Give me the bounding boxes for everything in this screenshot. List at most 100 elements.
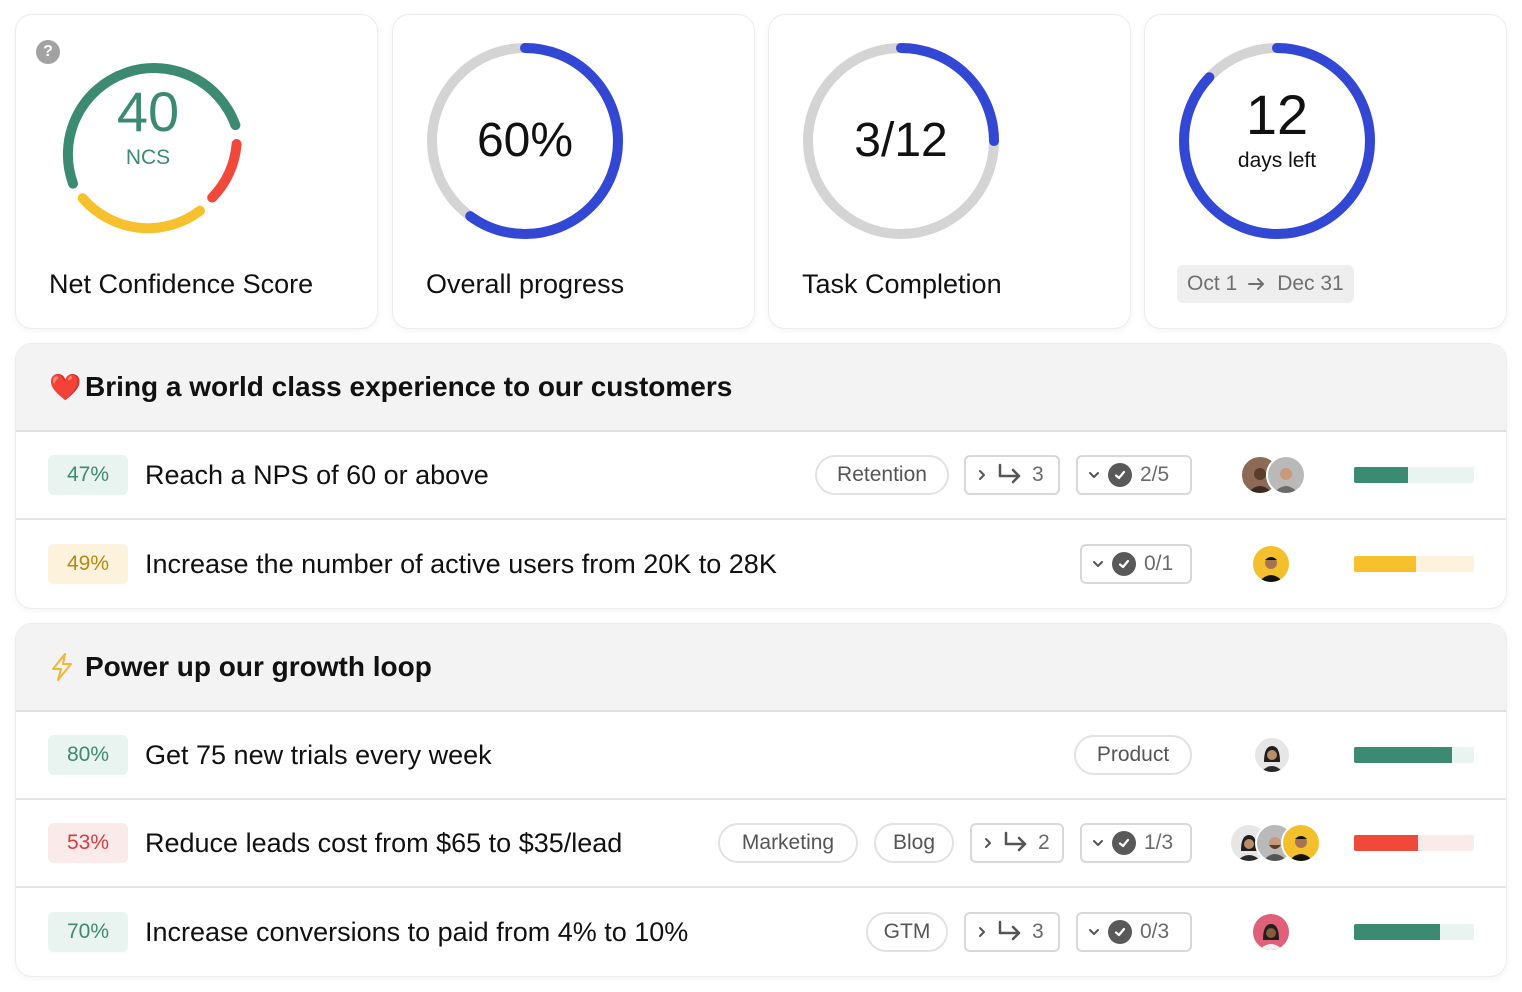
objective-group: Power up our growth loop 80% Get 75 new … [16, 624, 1506, 976]
progress-bar [1354, 467, 1474, 483]
chevron-down-icon [1089, 929, 1099, 935]
progress-fill [1354, 556, 1417, 572]
sub-items-toggle[interactable]: 3 [964, 455, 1060, 495]
sub-items-toggle[interactable]: 2 [970, 823, 1064, 863]
tag-chip[interactable]: GTM [866, 912, 948, 952]
progress-arc [427, 43, 623, 239]
avatar[interactable] [1251, 912, 1291, 952]
key-result-row[interactable]: 70% Increase conversions to paid from 4%… [16, 888, 1506, 976]
assignees[interactable] [1251, 544, 1291, 584]
kr-title[interactable]: Increase conversions to paid from 4% to … [145, 916, 689, 947]
progress-value: 60% [476, 114, 574, 167]
kr-title[interactable]: Reach a NPS of 60 or above [145, 459, 489, 490]
date-range[interactable]: Oct 1 Dec 31 [1177, 265, 1354, 303]
avatar[interactable] [1266, 455, 1306, 495]
assignees[interactable] [1253, 736, 1291, 774]
ncs-arc-yellow [77, 193, 205, 234]
tasks-ring [803, 43, 999, 239]
objective-header[interactable]: Power up our growth loop [16, 624, 1506, 712]
tasks-arc [803, 43, 999, 239]
kr-title[interactable]: Increase the number of active users from… [145, 548, 777, 579]
chevron-down-icon [1093, 561, 1103, 567]
progress-bar [1354, 556, 1474, 572]
tag-chip[interactable]: Retention [815, 455, 949, 495]
checklist-count: 1/3 [1144, 831, 1174, 854]
objective-title: Bring a world class experience to our cu… [85, 371, 733, 402]
kr-percent: 49% [48, 544, 128, 584]
progress-card: 60% Overall progress [393, 15, 754, 328]
checklist-count: 2/5 [1140, 463, 1170, 486]
kr-title[interactable]: Reduce leads cost from $65 to $35/lead [145, 827, 623, 858]
progress-fill [1354, 747, 1453, 763]
tag-chip[interactable]: Marketing [718, 823, 858, 863]
key-result-row[interactable]: 49% Increase the number of active users … [16, 520, 1506, 608]
assignees[interactable] [1240, 455, 1306, 495]
avatar[interactable] [1251, 544, 1291, 584]
avatar[interactable] [1281, 823, 1321, 863]
tasks-title: Task Completion [802, 269, 1002, 299]
days-ring [1179, 43, 1375, 239]
key-result-row[interactable]: 47% Reach a NPS of 60 or above Retention… [16, 432, 1506, 520]
progress-bar [1354, 835, 1474, 851]
objective-header[interactable]: ❤️ Bring a world class experience to our… [16, 344, 1506, 432]
tasks-card: 3/12 Task Completion [769, 15, 1130, 328]
ncs-arc-red [207, 139, 242, 203]
check-circle-icon [1108, 463, 1132, 487]
days-value: 12 [1245, 83, 1309, 146]
progress-bar [1354, 747, 1474, 763]
objective-title: Power up our growth loop [85, 651, 432, 682]
chevron-down-icon [1089, 472, 1099, 478]
assignees[interactable] [1251, 912, 1291, 952]
ncs-card: ? 40 NCS Net Confidence Score [16, 15, 377, 328]
progress-fill [1354, 835, 1418, 851]
checklist-toggle[interactable]: 0/1 [1080, 544, 1192, 584]
chevron-down-icon [1093, 840, 1103, 846]
ncs-unit: NCS [125, 146, 171, 169]
lightning-icon [49, 652, 85, 682]
sub-arrow-icon [998, 920, 1021, 941]
assignees[interactable] [1229, 823, 1321, 863]
checklist-toggle[interactable]: 2/5 [1076, 455, 1192, 495]
ncs-title: Net Confidence Score [49, 269, 314, 299]
chevron-right-icon [979, 470, 985, 480]
days-card: 12 days left Oct 1 Dec 31 [1145, 15, 1506, 328]
tasks-value: 3/12 [854, 114, 948, 167]
kr-percent: 53% [48, 823, 128, 863]
check-circle-icon [1108, 920, 1132, 944]
kr-title[interactable]: Get 75 new trials every week [145, 739, 492, 770]
progress-fill [1354, 924, 1441, 940]
objective-group: ❤️ Bring a world class experience to our… [16, 344, 1506, 608]
sub-arrow-icon [998, 463, 1021, 484]
progress-bar [1354, 924, 1474, 940]
ncs-gauge [62, 63, 242, 234]
chevron-right-icon [979, 927, 985, 937]
sub-items-toggle[interactable]: 3 [964, 912, 1060, 952]
ncs-arc-green [62, 63, 241, 189]
chevron-right-icon [985, 838, 991, 848]
kr-percent: 80% [48, 735, 128, 775]
key-result-row[interactable]: 53% Reduce leads cost from $65 to $35/le… [16, 800, 1506, 888]
days-arc [1179, 43, 1375, 239]
tag-chip[interactable]: Blog [874, 823, 954, 863]
progress-fill [1354, 467, 1408, 483]
date-start: Oct 1 [1187, 272, 1238, 295]
kr-percent: 70% [48, 912, 128, 952]
sub-arrow-icon [1004, 831, 1027, 852]
checklist-count: 0/3 [1140, 920, 1170, 943]
check-circle-icon [1112, 831, 1136, 855]
arrow-right-icon [1248, 278, 1265, 290]
days-unit: days left [1237, 149, 1317, 172]
sub-count: 3 [1032, 463, 1044, 486]
help-icon[interactable]: ? [36, 40, 60, 64]
avatar[interactable] [1253, 736, 1291, 774]
checklist-toggle[interactable]: 0/3 [1076, 912, 1192, 952]
tag-chip[interactable]: Product [1074, 735, 1192, 775]
key-result-row[interactable]: 80% Get 75 new trials every week Product [16, 712, 1506, 800]
heart-icon: ❤️ [49, 372, 82, 402]
checklist-count: 0/1 [1144, 552, 1174, 575]
checklist-toggle[interactable]: 1/3 [1080, 823, 1192, 863]
progress-title: Overall progress [426, 269, 625, 299]
sub-count: 3 [1032, 920, 1044, 943]
sub-count: 2 [1038, 831, 1050, 854]
date-end: Dec 31 [1277, 272, 1344, 295]
